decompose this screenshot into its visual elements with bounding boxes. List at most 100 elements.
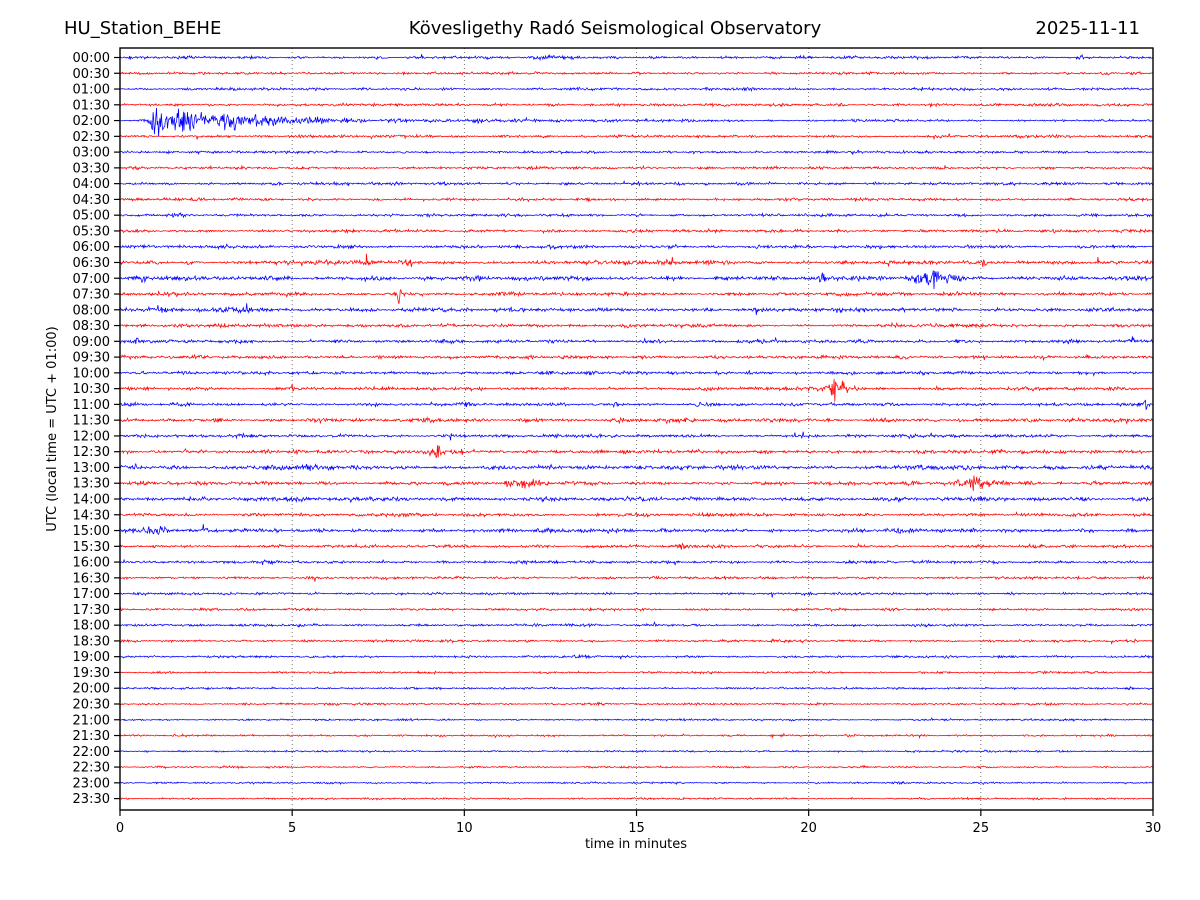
trace-2030 [119, 701, 1154, 707]
trace-1600 [119, 558, 1154, 566]
trace-1130 [119, 416, 1154, 425]
y-tick-label: 22:30 [73, 761, 110, 776]
trace-1900 [119, 654, 1154, 660]
y-tick-label: 14:00 [73, 493, 110, 508]
trace-0400 [119, 179, 1154, 187]
y-tick-label: 07:30 [73, 288, 110, 303]
trace-0800 [119, 303, 1154, 316]
y-tick-label: 17:30 [73, 603, 110, 618]
y-tick-label: 20:30 [73, 697, 110, 712]
y-tick-label: 22:00 [73, 745, 110, 760]
y-tick-label: 19:30 [73, 666, 110, 681]
trace-0100 [119, 86, 1154, 92]
trace-0200 [119, 107, 1154, 137]
y-tick-label: 10:00 [73, 366, 110, 381]
y-tick-label: 04:00 [73, 177, 110, 192]
trace-0130 [119, 102, 1154, 108]
x-tick-label: 20 [800, 821, 817, 836]
y-tick-label: 02:30 [73, 130, 110, 145]
axis-layer: 0 5 10 15 20 25 30 00:0000:3001:0001:3002:0002:… [73, 51, 1162, 836]
y-tick-label: 12:30 [73, 445, 110, 460]
trace-1030 [119, 378, 1154, 402]
x-tick-label: 10 [456, 821, 473, 836]
trace-1530 [119, 542, 1154, 550]
trace-layer [119, 53, 1154, 801]
trace-1730 [119, 606, 1154, 613]
y-tick-label: 02:00 [73, 114, 110, 129]
station-title: HU_Station_BEHE [64, 18, 221, 39]
y-tick-label: 13:00 [73, 461, 110, 476]
trace-0530 [119, 227, 1154, 235]
trace-1330 [119, 475, 1154, 492]
trace-1500 [120, 524, 1154, 535]
y-tick-label: 07:00 [73, 272, 110, 287]
trace-2230 [119, 764, 1154, 770]
trace-0730 [119, 289, 1154, 304]
y-tick-label: 06:30 [73, 256, 110, 271]
trace-2330 [119, 796, 1154, 801]
x-tick-label: 25 [973, 821, 990, 836]
trace-1930 [119, 669, 1154, 675]
plot-border [119, 47, 1154, 811]
y-tick-label: 17:00 [73, 587, 110, 602]
trace-0230 [120, 133, 1154, 141]
trace-0300 [119, 149, 1154, 156]
date-label: 2025-11-11 [1035, 18, 1140, 39]
x-tick-label: 15 [628, 821, 645, 836]
y-tick-label: 09:00 [73, 335, 110, 350]
y-tick-label: 23:30 [73, 792, 110, 807]
trace-1200 [119, 431, 1154, 441]
y-tick-label: 05:00 [73, 209, 110, 224]
y-tick-label: 14:30 [73, 508, 110, 523]
trace-2200 [119, 749, 1153, 754]
x-tick-label: 30 [1145, 821, 1162, 836]
trace-1230 [119, 445, 1154, 458]
trace-1630 [119, 575, 1154, 582]
y-tick-label: 03:30 [73, 161, 110, 176]
trace-1800 [119, 621, 1154, 628]
y-tick-label: 11:30 [73, 414, 110, 429]
trace-2000 [120, 685, 1154, 691]
x-tick-label: 0 [116, 821, 124, 836]
trace-0930 [119, 353, 1154, 362]
y-tick-label: 23:00 [73, 776, 110, 791]
y-axis-label: UTC (local time = UTC + 01:00) [45, 326, 60, 531]
y-tick-label: 04:30 [73, 193, 110, 208]
trace-0700 [119, 270, 1154, 290]
y-tick-label: 05:30 [73, 224, 110, 239]
y-tick-label: 01:30 [73, 98, 110, 113]
trace-0430 [119, 196, 1154, 203]
trace-1430 [119, 511, 1154, 518]
trace-1830 [119, 638, 1154, 646]
trace-1700 [119, 591, 1154, 598]
y-tick-label: 21:30 [73, 729, 110, 744]
y-tick-label: 16:30 [73, 571, 110, 586]
trace-1000 [119, 369, 1154, 377]
y-tick-label: 00:00 [73, 51, 110, 66]
y-tick-label: 08:30 [73, 319, 110, 334]
y-tick-label: 08:00 [73, 303, 110, 318]
y-tick-label: 18:00 [73, 619, 110, 634]
trace-2300 [119, 781, 1154, 785]
y-tick-label: 15:30 [73, 540, 110, 555]
y-tick-label: 12:00 [73, 429, 110, 444]
y-tick-label: 10:30 [73, 382, 110, 397]
trace-0600 [119, 243, 1154, 251]
y-tick-label: 11:00 [73, 398, 110, 413]
trace-0330 [119, 164, 1154, 171]
trace-0500 [119, 212, 1154, 219]
y-tick-label: 18:30 [73, 634, 110, 649]
y-tick-label: 20:00 [73, 682, 110, 697]
trace-0630 [119, 253, 1154, 268]
trace-0900 [119, 336, 1154, 345]
grid-layer [291, 48, 982, 810]
x-axis-label: time in minutes [585, 837, 687, 852]
y-tick-label: 19:00 [73, 650, 110, 665]
trace-1400 [119, 495, 1154, 504]
observatory-title: Kövesligethy Radó Seismological Observat… [409, 18, 822, 39]
y-tick-label: 13:30 [73, 477, 110, 492]
y-tick-label: 21:00 [73, 713, 110, 728]
trace-0000 [119, 53, 1154, 62]
